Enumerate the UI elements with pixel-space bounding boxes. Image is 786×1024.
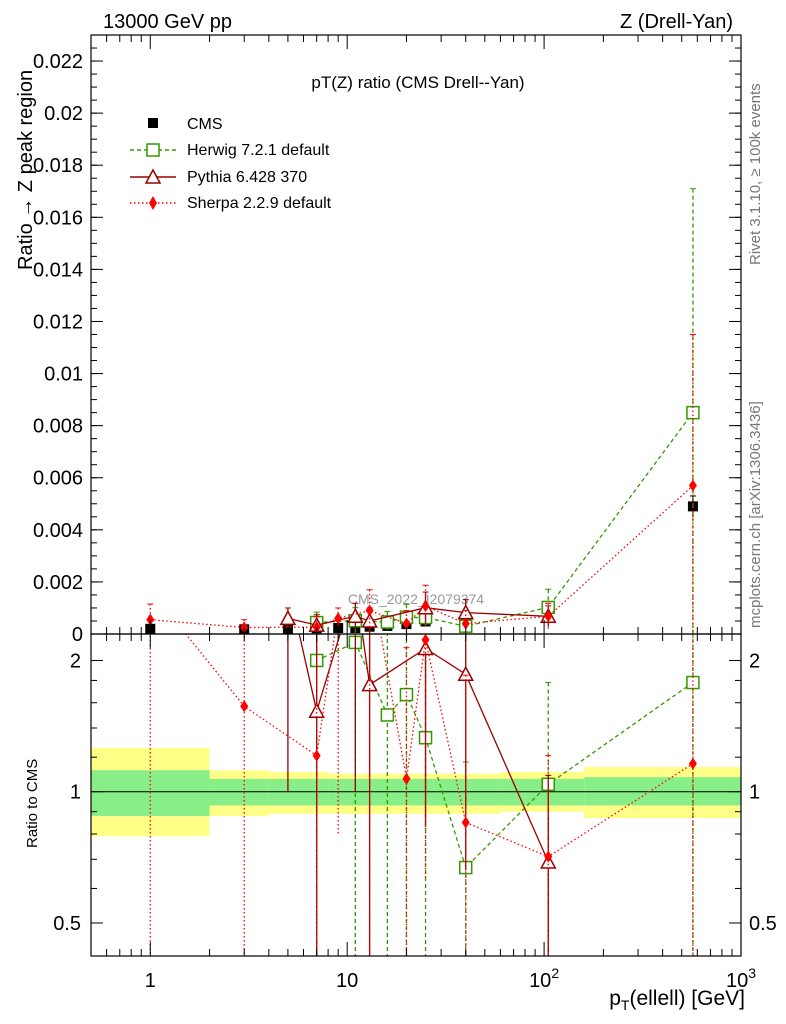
ratio-sherpa-point — [402, 772, 411, 785]
xlabel: pT(ellell) [GeV] — [609, 987, 745, 1013]
ratio-sherpa-point — [461, 816, 470, 829]
main-ytick-label: 0.008 — [33, 416, 83, 438]
main-ytick-label: 0.002 — [33, 572, 83, 594]
xtick-label: 102 — [529, 965, 559, 992]
main-pythia-point — [347, 607, 364, 624]
main-sherpa-line — [150, 485, 694, 629]
ratio-herwig-point — [399, 687, 414, 702]
ratio-sherpa-line — [184, 634, 694, 858]
xtick-label: 103 — [726, 965, 756, 992]
ratio-pythia-point — [457, 665, 474, 681]
ratio-panel: 0.5 0.51 12 21 10 102 103 — [53, 565, 777, 992]
ratio-sherpa-point — [366, 565, 374, 577]
legend-herwig-marker — [146, 143, 160, 157]
main-herwig-point — [686, 405, 700, 420]
ratio-ytick-label-right: 0.5 — [749, 913, 777, 935]
legend-herwig-label: Herwig 7.2.1 default — [187, 142, 330, 159]
ratio-pythia-point — [281, 577, 295, 590]
main-pythia-point — [279, 609, 297, 626]
mcplots-label: mcplots.cern.ch [arXiv:1306.3436] — [747, 401, 764, 628]
xtick-base: 10 — [726, 970, 748, 992]
rivet-label: Rivet 3.1.10, ≥ 100k events — [747, 83, 764, 265]
xtick-base: 10 — [529, 970, 551, 992]
xtick-label: 1 — [145, 970, 156, 992]
xtick-base: 1 — [145, 970, 156, 992]
main-ytick-label: 0.014 — [33, 259, 83, 281]
main-pythia-line — [287, 607, 549, 626]
main-plot-area — [145, 188, 700, 634]
legend-pythia-label: Pythia 6.428 370 — [187, 169, 307, 186]
main-ytick-label: 0.01 — [44, 364, 83, 386]
ratio-sherpa-point — [146, 584, 154, 596]
ratio-pythia-line — [298, 634, 549, 863]
main-ytick-label: 0.02 — [44, 103, 83, 125]
main-ytick-label: 0.004 — [33, 520, 83, 542]
header-right: Z (Drell-Yan) — [620, 11, 733, 33]
main-ytick-label: 0.016 — [33, 207, 83, 229]
legend: CMS Herwig 7.2.1 default Pythia 6.428 37… — [130, 116, 332, 212]
xtick-label: 10 — [336, 970, 358, 992]
ratio-herwig-point — [380, 708, 395, 722]
main-sherpa-point — [365, 604, 374, 617]
main-title: pT(Z) ratio (CMS Drell--Yan) — [311, 73, 524, 92]
ratio-frame — [90, 633, 742, 957]
main-ytick-label: 0 — [72, 624, 83, 646]
ratio-herwig-point — [686, 675, 700, 690]
ratio-herwig-line — [316, 641, 694, 869]
main-ytick-label: 0.012 — [33, 311, 83, 333]
legend-pythia-marker — [144, 168, 162, 184]
main-ytick-label: 0.006 — [33, 468, 83, 490]
main-sherpa-point — [334, 612, 343, 625]
xtick-base: 10 — [336, 970, 358, 992]
xlabel-main: p — [609, 987, 621, 1010]
main-ytick-label: 0.018 — [33, 155, 83, 177]
ratio-plot-area — [91, 565, 741, 956]
legend-cms-marker — [148, 118, 158, 128]
ratio-pythia-point — [348, 577, 362, 590]
ratio-sherpa-point — [421, 634, 430, 646]
main-sherpa-point — [688, 479, 697, 492]
ratio-ytick-label: 0.5 — [53, 913, 81, 935]
ratio-sherpa-point — [240, 700, 249, 713]
main-ytick-label: 0.022 — [33, 51, 83, 73]
main-sherpa-point — [421, 600, 430, 613]
main-ylabel: Ratio → Z peak region — [15, 70, 37, 270]
ratio-ylabel: Ratio to CMS — [24, 759, 41, 848]
header-left: 13000 GeV pp — [103, 11, 232, 33]
xlabel-sub: T — [621, 997, 630, 1013]
watermark: CMS_2022_I2079374 — [348, 591, 484, 607]
xlabel-rest: (ellell) [GeV] — [629, 987, 745, 1010]
ratio-ytick-label: 1 — [70, 782, 81, 804]
xtick-exponent: 2 — [551, 965, 559, 981]
ratio-ytick-label: 2 — [70, 650, 81, 672]
legend-cms-label: CMS — [187, 116, 223, 133]
main-sherpa-point — [461, 617, 470, 630]
ratio-sherpa-point — [544, 850, 553, 863]
main-sherpa-point — [544, 610, 553, 623]
main-sherpa-point — [146, 613, 155, 626]
ratio-ytick-label-right: 1 — [749, 782, 760, 804]
ratio-pythia-point — [308, 702, 325, 718]
main-panel: 0 0.002 0.004 0.006 0.008 0.01 0.012 0.014 0.016… — [33, 34, 742, 646]
main-herwig-point — [380, 615, 395, 629]
legend-sherpa-label: Sherpa 2.2.9 default — [187, 195, 332, 212]
legend-sherpa-marker — [149, 196, 157, 210]
main-sherpa-point — [402, 617, 411, 630]
xtick-exponent: 3 — [748, 965, 756, 981]
ratio-ytick-label-right: 2 — [749, 650, 760, 672]
ratio-sherpa-point — [312, 749, 321, 762]
ratio-sherpa-point — [688, 757, 697, 770]
